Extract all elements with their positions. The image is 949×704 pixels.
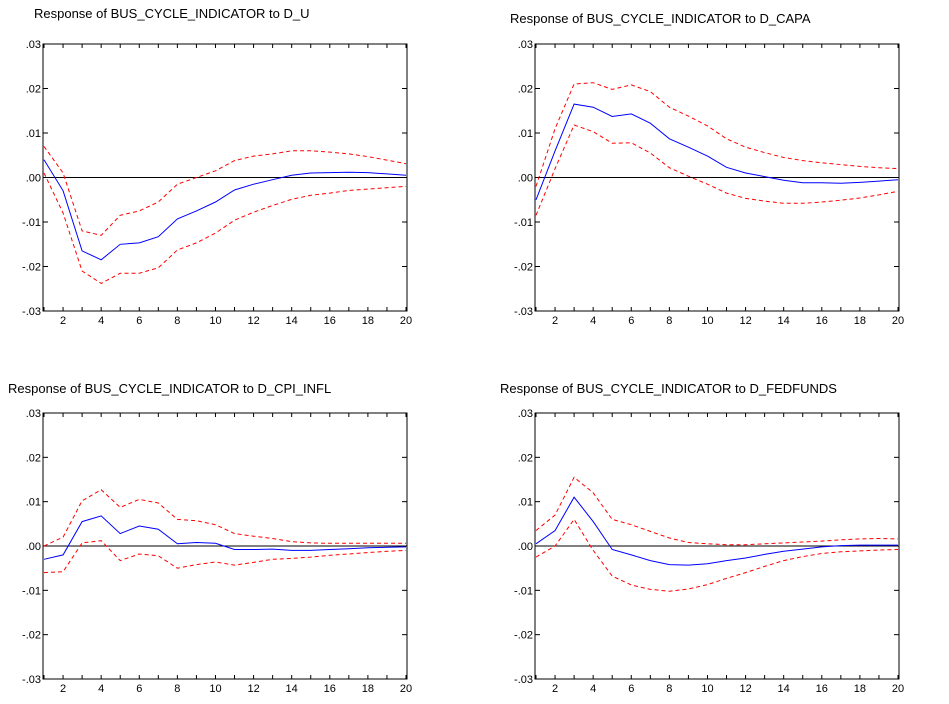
series-upper-line: [535, 476, 899, 546]
series-response-line: [43, 159, 407, 261]
y-tick-label: -.03: [22, 306, 41, 318]
x-tick-label: 12: [247, 683, 259, 695]
x-tick-label: 10: [701, 683, 713, 695]
x-tick-label: 12: [247, 315, 259, 327]
y-tick-label: .01: [26, 128, 41, 140]
x-tick-label: 14: [778, 683, 790, 695]
series-lower-line: [535, 518, 899, 592]
x-tick-label: 20: [892, 315, 904, 327]
x-tick-label: 2: [60, 315, 66, 327]
y-tick-label: -.03: [514, 306, 533, 318]
y-tick-label: -.01: [22, 217, 41, 229]
y-tick-label: .03: [518, 408, 533, 420]
x-tick-label: 6: [628, 683, 634, 695]
series-lower-line: [43, 540, 407, 574]
x-tick-label: 8: [666, 683, 672, 695]
series-lower-line: [43, 172, 407, 284]
x-tick-label: 16: [324, 315, 336, 327]
y-tick-label: .01: [518, 497, 533, 509]
y-tick-label: .02: [26, 84, 41, 96]
y-tick-label: -.01: [514, 217, 533, 229]
x-tick-label: 18: [362, 315, 374, 327]
x-tick-label: 6: [136, 683, 142, 695]
x-tick-label: 20: [400, 683, 412, 695]
chart-panel-2: Response of BUS_CYCLE_INDICATOR to D_CAP…: [510, 11, 904, 327]
series-response-line: [43, 515, 407, 560]
x-tick-label: 18: [854, 683, 866, 695]
series-lower-line: [535, 124, 899, 216]
x-tick-label: 12: [739, 683, 751, 695]
x-tick-label: 16: [816, 683, 828, 695]
y-tick-label: .02: [518, 84, 533, 96]
chart-title: Response of BUS_CYCLE_INDICATOR to D_CPI…: [8, 381, 331, 396]
x-tick-label: 16: [324, 683, 336, 695]
y-tick-label: .03: [26, 39, 41, 51]
x-tick-label: 18: [362, 683, 374, 695]
x-tick-label: 20: [892, 683, 904, 695]
y-tick-label: .01: [518, 128, 533, 140]
x-tick-label: 14: [286, 315, 298, 327]
chart-panel-1: Response of BUS_CYCLE_INDICATOR to D_U .0…: [22, 6, 412, 327]
x-tick-label: 16: [816, 315, 828, 327]
y-tick-label: .01: [26, 497, 41, 509]
y-tick-label: .02: [518, 452, 533, 464]
x-tick-label: 4: [98, 683, 104, 695]
x-tick-label: 18: [854, 315, 866, 327]
series-response-line: [535, 103, 899, 200]
x-tick-label: 2: [552, 315, 558, 327]
y-tick-label: .00: [26, 541, 41, 553]
y-tick-label: -.01: [514, 585, 533, 597]
x-tick-label: 6: [628, 315, 634, 327]
x-tick-label: 4: [590, 683, 596, 695]
y-tick-label: .00: [518, 173, 533, 185]
x-tick-label: 12: [739, 315, 751, 327]
y-tick-label: .00: [518, 541, 533, 553]
chart-title: Response of BUS_CYCLE_INDICATOR to D_U: [34, 6, 310, 21]
x-tick-label: 10: [209, 315, 221, 327]
x-tick-label: 14: [286, 683, 298, 695]
series-upper-line: [535, 82, 899, 187]
y-tick-label: .02: [26, 452, 41, 464]
x-tick-label: 14: [778, 315, 790, 327]
x-tick-label: 4: [98, 315, 104, 327]
x-tick-label: 2: [552, 683, 558, 695]
x-tick-label: 20: [400, 315, 412, 327]
x-tick-label: 6: [136, 315, 142, 327]
series-upper-line: [43, 146, 407, 236]
y-tick-label: -.02: [22, 630, 41, 642]
chart-panel-3: Response of BUS_CYCLE_INDICATOR to D_CPI…: [8, 381, 412, 695]
x-tick-label: 10: [701, 315, 713, 327]
chart-title: Response of BUS_CYCLE_INDICATOR to D_CAP…: [510, 11, 811, 26]
y-tick-label: -.03: [514, 674, 533, 686]
series-response-line: [535, 496, 898, 566]
x-tick-label: 8: [666, 315, 672, 327]
y-tick-label: .03: [518, 39, 533, 51]
x-tick-label: 10: [209, 683, 221, 695]
y-tick-label: -.01: [22, 585, 41, 597]
y-tick-label: -.03: [22, 674, 41, 686]
x-tick-label: 2: [60, 683, 66, 695]
y-tick-label: .03: [26, 408, 41, 420]
x-tick-label: 8: [174, 683, 180, 695]
x-tick-label: 8: [174, 315, 180, 327]
y-tick-label: -.02: [514, 630, 533, 642]
x-tick-label: 4: [590, 315, 596, 327]
chart-title: Response of BUS_CYCLE_INDICATOR to D_FED…: [500, 381, 837, 396]
y-tick-label: .00: [26, 173, 41, 185]
chart-panel-4: Response of BUS_CYCLE_INDICATOR to D_FED…: [500, 381, 904, 695]
series-upper-line: [43, 489, 406, 547]
y-tick-label: -.02: [22, 262, 41, 274]
y-tick-label: -.02: [514, 262, 533, 274]
